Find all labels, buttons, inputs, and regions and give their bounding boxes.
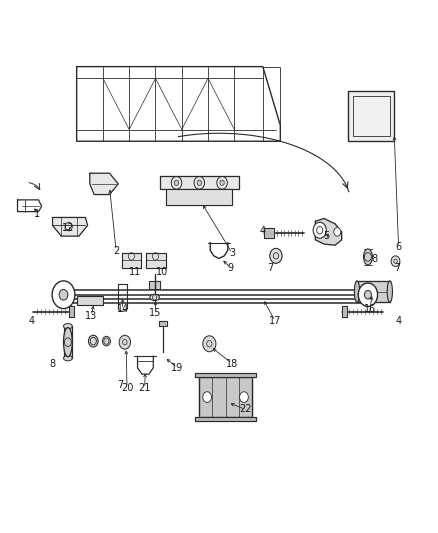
Ellipse shape xyxy=(64,327,72,357)
Text: 7: 7 xyxy=(117,380,124,390)
Text: 15: 15 xyxy=(149,308,162,318)
Circle shape xyxy=(203,336,216,352)
Text: 7: 7 xyxy=(268,263,274,273)
Text: 21: 21 xyxy=(138,383,151,393)
Text: 8: 8 xyxy=(49,359,56,368)
Circle shape xyxy=(270,248,282,263)
Polygon shape xyxy=(69,306,74,317)
Text: 2: 2 xyxy=(113,246,119,255)
Circle shape xyxy=(364,290,371,299)
Circle shape xyxy=(59,289,68,300)
Text: 4: 4 xyxy=(396,316,402,326)
Text: 18: 18 xyxy=(226,359,238,368)
Polygon shape xyxy=(64,326,72,358)
Text: 13: 13 xyxy=(85,311,97,321)
FancyBboxPatch shape xyxy=(77,296,103,305)
Circle shape xyxy=(197,180,201,185)
Text: 3: 3 xyxy=(229,248,235,258)
Text: 14: 14 xyxy=(117,304,129,314)
Circle shape xyxy=(119,335,131,349)
Polygon shape xyxy=(195,373,256,377)
Text: 16: 16 xyxy=(364,304,376,314)
Circle shape xyxy=(313,222,326,238)
Ellipse shape xyxy=(64,356,72,361)
Ellipse shape xyxy=(150,294,159,301)
Circle shape xyxy=(334,228,341,236)
Text: 4: 4 xyxy=(260,226,266,236)
Text: 7: 7 xyxy=(395,263,401,273)
Ellipse shape xyxy=(88,335,98,347)
Text: 4: 4 xyxy=(28,316,35,326)
Text: 1: 1 xyxy=(34,209,40,219)
Ellipse shape xyxy=(354,281,360,302)
Circle shape xyxy=(174,180,179,185)
Ellipse shape xyxy=(364,249,372,265)
FancyBboxPatch shape xyxy=(348,91,394,141)
Circle shape xyxy=(391,256,400,266)
Polygon shape xyxy=(90,173,118,195)
Text: 11: 11 xyxy=(129,267,141,277)
Polygon shape xyxy=(199,377,252,417)
Polygon shape xyxy=(122,253,141,268)
Polygon shape xyxy=(53,217,88,236)
Polygon shape xyxy=(149,281,160,289)
Circle shape xyxy=(203,392,212,402)
Circle shape xyxy=(240,392,248,402)
Polygon shape xyxy=(195,417,256,421)
Text: 17: 17 xyxy=(269,316,281,326)
Text: 10: 10 xyxy=(156,267,168,277)
Text: 22: 22 xyxy=(239,405,251,414)
Text: 6: 6 xyxy=(396,242,402,252)
Polygon shape xyxy=(357,281,390,302)
Text: 5: 5 xyxy=(323,231,329,241)
Polygon shape xyxy=(146,253,166,268)
Ellipse shape xyxy=(64,324,72,329)
Ellipse shape xyxy=(387,281,392,302)
Text: 8: 8 xyxy=(371,254,378,263)
Polygon shape xyxy=(315,219,342,245)
Text: 12: 12 xyxy=(62,223,74,233)
Polygon shape xyxy=(264,228,274,238)
Polygon shape xyxy=(159,321,167,326)
Circle shape xyxy=(52,281,75,309)
Ellipse shape xyxy=(102,336,110,346)
Text: 19: 19 xyxy=(171,363,184,373)
Polygon shape xyxy=(160,176,239,189)
Circle shape xyxy=(220,180,224,185)
Text: 20: 20 xyxy=(121,383,133,393)
Circle shape xyxy=(358,283,378,306)
Polygon shape xyxy=(166,189,232,205)
Text: 9: 9 xyxy=(228,263,234,273)
Polygon shape xyxy=(342,306,347,317)
